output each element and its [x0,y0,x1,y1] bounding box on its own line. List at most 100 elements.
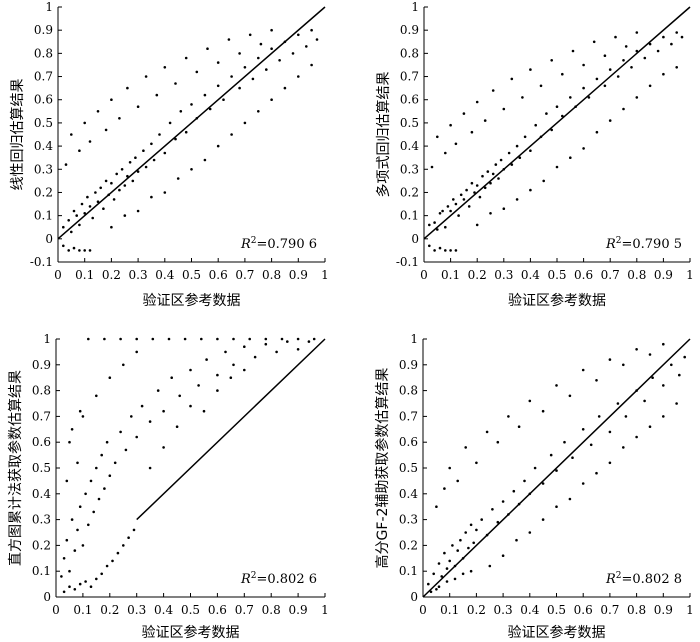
scatter-point [270,98,273,101]
r-squared-annotation: R2=0.802 8 [605,571,682,587]
scatter-point [608,68,612,71]
scatter-point [467,546,470,550]
scatter-point [589,443,593,447]
x-tick-label: 0.3 [494,603,513,617]
scatter-point [569,156,572,159]
scatter-point [582,63,585,67]
scatter-point [203,158,207,162]
x-tick-label: 0.4 [155,268,174,282]
scatter-point [95,394,98,398]
scatter-point [72,209,76,213]
scatter-point [190,103,193,106]
x-tick-label: 0.8 [627,268,646,282]
y-tick-label: 0.6 [34,93,53,107]
y-tick-label: 1 [410,332,418,346]
scatter-panel-gf2: 高分GF-2辅助获取参数估算结果 验证区参考数据 R2=0.802 8 0 0.1… [374,332,694,641]
scatter-point [100,572,103,576]
scatter-point [202,409,206,413]
scatter-point [243,345,246,349]
scatter-point [152,158,156,162]
scatter-point [541,409,545,413]
scatter-point [445,567,449,570]
scatter-point [622,446,625,449]
y-tick-label: 0 [411,232,419,246]
y-tick-label: 0.4 [34,139,53,153]
scatter-point [550,59,553,62]
scatter-point [517,425,521,429]
scatter-point [103,487,106,490]
scatter-point [286,340,289,343]
scatter-point [62,590,66,594]
scatter-point [265,68,268,71]
scatter-point [515,538,518,542]
scatter-point [670,42,673,46]
scatter-point [491,89,495,92]
x-tick-label: 0.6 [574,268,593,282]
scatter-point [243,66,247,69]
y-tick-label: 0.7 [399,409,418,423]
y-axis-label: 高分GF-2辅助获取参数估算结果 [374,368,391,569]
scatter-point [555,165,559,169]
scatter-point [83,249,86,252]
scatter-point [251,77,255,81]
scatter-point [456,479,460,483]
scatter-point [635,31,639,34]
y-tick-label: 1 [43,332,51,346]
y-tick-label: 0.7 [34,70,53,84]
scatter-point [459,193,463,197]
scatter-point [135,337,138,341]
y-tick-label: 0.7 [32,409,51,423]
scatter-point [472,541,476,545]
scatter-point [253,355,257,359]
scatter-point [512,489,516,493]
y-tick-label: 0.8 [399,384,418,398]
scatter-point [555,469,558,472]
scatter-point [555,105,559,108]
scatter-point [96,200,100,203]
scatter-point [624,45,628,48]
scatter-point [533,466,537,470]
scatter-point [120,168,124,171]
scatter-point [67,219,70,222]
scatter-point [150,142,153,146]
scatter-point [489,212,492,215]
scatter-point [501,554,505,557]
scatter-point [62,557,66,560]
scatter-point [68,440,71,444]
scatter-point [167,337,171,341]
y-tick-label: 0.4 [399,487,418,501]
y-axis-label: 直方图累计法获取参数估算结果 [7,370,24,566]
scatter-point [496,440,500,444]
scatter-point [550,128,553,132]
scatter-point [64,163,68,166]
scatter-point [433,249,436,252]
scatter-point [89,479,93,483]
x-axis-label: 验证区参考数据 [508,624,606,641]
scatter-point [528,399,532,403]
scatter-point [454,249,458,252]
scatter-point [144,165,148,169]
scatter-point [534,123,537,127]
scatter-point [68,569,71,573]
scatter-point [457,214,460,217]
scatter-point [163,66,167,69]
scatter-point [78,505,82,509]
scatter-point [595,379,598,382]
scatter-point [197,384,200,387]
scatter-point [104,128,108,132]
y-tick-label: 0.2 [400,185,419,199]
scatter-point [99,186,102,190]
scatter-point [518,156,522,159]
x-tick-label: 0.6 [208,603,227,617]
scatter-point [296,348,300,351]
scatter-point [315,38,319,41]
scatter-point [119,430,122,434]
scatter-point [91,216,94,220]
scatter-point [662,72,665,76]
scatter-point [453,577,457,581]
x-axis-label: 验证区参考数据 [142,624,240,641]
scatter-point [89,585,93,588]
scatter-point [549,453,553,457]
scatter-point [68,585,71,588]
scatter-point [270,47,273,50]
